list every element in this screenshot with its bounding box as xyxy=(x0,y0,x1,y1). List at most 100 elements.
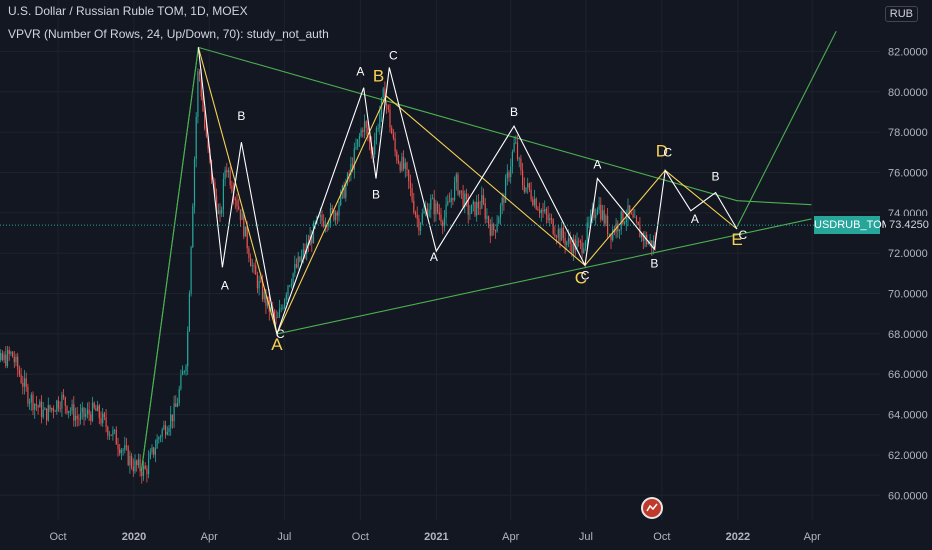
candle-body xyxy=(472,201,474,205)
candle-body xyxy=(443,217,445,227)
candle-body xyxy=(76,415,78,419)
candle-body xyxy=(6,350,9,366)
candle-body xyxy=(277,317,279,318)
candle-body xyxy=(110,434,112,436)
candle-body xyxy=(552,219,554,234)
candle-body xyxy=(479,208,481,210)
candle-body xyxy=(414,212,417,215)
candle-body xyxy=(404,162,406,169)
wave-label: A xyxy=(221,278,229,292)
candle-body xyxy=(246,226,248,249)
wave-label: B xyxy=(712,170,720,184)
candle-body xyxy=(42,409,44,418)
candle-body xyxy=(566,241,568,246)
symbol-tag: USDRUB_TOM xyxy=(814,216,891,234)
candle-body xyxy=(311,235,313,244)
wave-label: C xyxy=(663,145,672,159)
candle-body xyxy=(511,151,513,167)
candle-body xyxy=(435,203,437,215)
candle-body xyxy=(540,209,542,214)
candle-body xyxy=(607,215,609,234)
candle-body xyxy=(35,403,37,406)
chart-grid xyxy=(0,0,880,520)
candle-body xyxy=(314,222,316,224)
candle-body xyxy=(562,227,564,238)
candle-body xyxy=(573,239,575,253)
candle-body xyxy=(416,214,418,219)
candle-body xyxy=(448,201,451,203)
candle-body xyxy=(321,214,323,221)
candle-body xyxy=(484,203,486,219)
candle-body xyxy=(452,197,454,200)
candle-body xyxy=(488,216,490,225)
candle-body xyxy=(392,133,394,139)
candle-body xyxy=(627,205,629,218)
candle-body xyxy=(207,136,209,149)
candle-body xyxy=(386,103,388,106)
candle-body xyxy=(287,285,289,295)
candle-body xyxy=(544,209,546,212)
price-axis: 60.0000 62.0000 64.0000 66.0000 68.0000 70.00… xyxy=(888,46,928,502)
candle-body xyxy=(30,394,32,403)
candle-body xyxy=(224,170,226,180)
candle-body xyxy=(569,238,571,244)
candle-body xyxy=(336,212,338,216)
candle-body xyxy=(574,239,576,250)
candle-body xyxy=(188,293,190,332)
candle-body xyxy=(239,209,241,221)
x-tick-label: Apr xyxy=(804,531,821,543)
candle-body xyxy=(256,274,258,289)
candle-body xyxy=(112,430,114,436)
candle-body xyxy=(535,198,537,210)
candle-body xyxy=(120,450,122,454)
wave-label: B xyxy=(650,256,658,270)
candle-body xyxy=(10,351,12,355)
y-tick-label: 68.0000 xyxy=(888,329,928,341)
candle-body xyxy=(73,404,75,421)
candle-body xyxy=(625,217,627,223)
candle-body xyxy=(331,207,333,210)
candle-body xyxy=(520,158,522,171)
candle-body xyxy=(107,427,109,436)
candle-body xyxy=(528,183,530,190)
candle-body xyxy=(46,408,48,421)
candle-body xyxy=(418,218,420,231)
candle-body xyxy=(494,230,496,232)
candle-body xyxy=(635,216,638,222)
candle-body xyxy=(236,200,238,207)
y-tick-label: 60.0000 xyxy=(888,490,928,502)
candle-body xyxy=(61,394,63,409)
y-tick-label: 70.0000 xyxy=(888,289,928,301)
candle-body xyxy=(185,366,187,372)
candle-body xyxy=(545,209,547,215)
candle-body xyxy=(301,255,303,262)
wave-label: C xyxy=(575,268,587,287)
candle-body xyxy=(166,431,168,435)
trendline-green xyxy=(736,30,837,228)
candle-body xyxy=(40,401,43,418)
candle-body xyxy=(360,130,362,137)
candle-body xyxy=(176,403,179,407)
candle-body xyxy=(195,116,197,160)
currency-button[interactable]: RUB xyxy=(884,6,918,22)
candle-body xyxy=(108,434,111,436)
candle-body xyxy=(297,256,299,268)
candle-body xyxy=(647,242,649,245)
chart-title: U.S. Dollar / Russian Ruble TOM, 1D, MOE… xyxy=(8,4,248,18)
candle-body xyxy=(292,273,294,284)
wave-label: D xyxy=(656,141,668,160)
candle-body xyxy=(486,216,488,219)
candle-body xyxy=(530,189,532,200)
candle-body xyxy=(81,407,83,413)
candle-body xyxy=(238,206,240,210)
study-legend[interactable]: VPVR (Number Of Rows, 24, Up/Down, 70): … xyxy=(8,27,329,41)
candle-body xyxy=(90,414,92,421)
candle-body xyxy=(12,351,14,358)
candle-body xyxy=(564,237,566,246)
candle-body xyxy=(353,148,355,170)
candle-body xyxy=(129,456,131,466)
candle-body xyxy=(343,185,345,198)
candle-body xyxy=(227,170,230,173)
